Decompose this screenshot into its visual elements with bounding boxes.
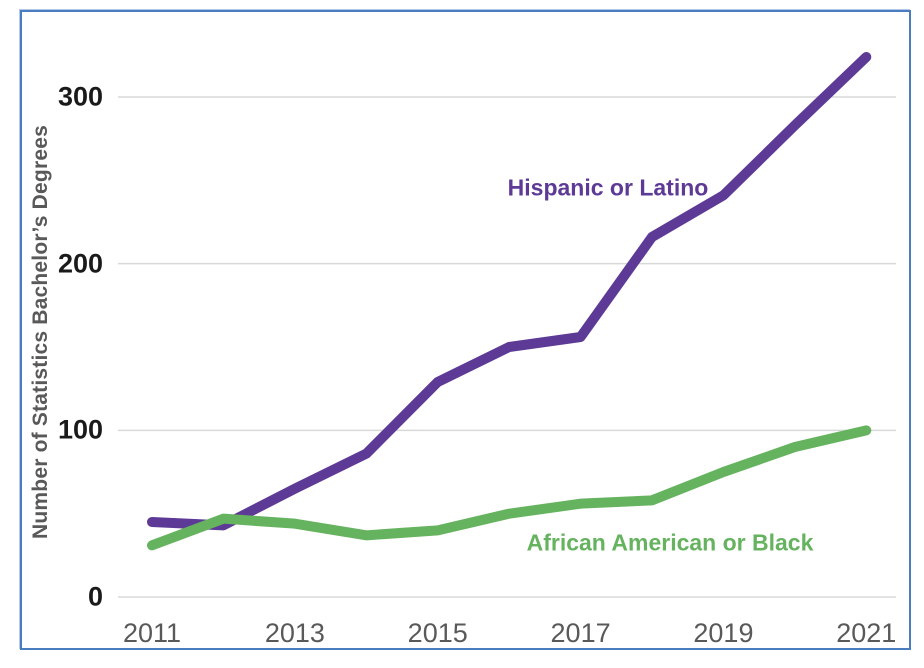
series-label-african-american-or-black: African American or Black [526,529,814,556]
gridlines-group [118,96,896,598]
series-lines-group [147,52,872,551]
series-label-hispanic-or-latino: Hispanic or Latino [507,174,709,201]
y-tick-label-0: 0 [87,581,103,612]
x-tick-label-2019: 2019 [693,618,754,648]
x-tick-label-2017: 2017 [550,618,611,648]
y-axis-title: Number of Statistics Bachelor’s Degrees [29,125,52,539]
y-tick-label-300: 300 [57,81,103,112]
x-tick-label-2015: 2015 [407,618,468,648]
y-tick-label-100: 100 [57,414,103,445]
line-african-american-or-black [147,425,872,551]
y-tick-label-200: 200 [57,248,103,279]
x-tick-label-2011: 2011 [122,618,182,648]
x-tick-label-2021: 2021 [836,618,897,648]
line-hispanic-or-latino [147,52,872,531]
x-tick-label-2013: 2013 [264,618,325,648]
